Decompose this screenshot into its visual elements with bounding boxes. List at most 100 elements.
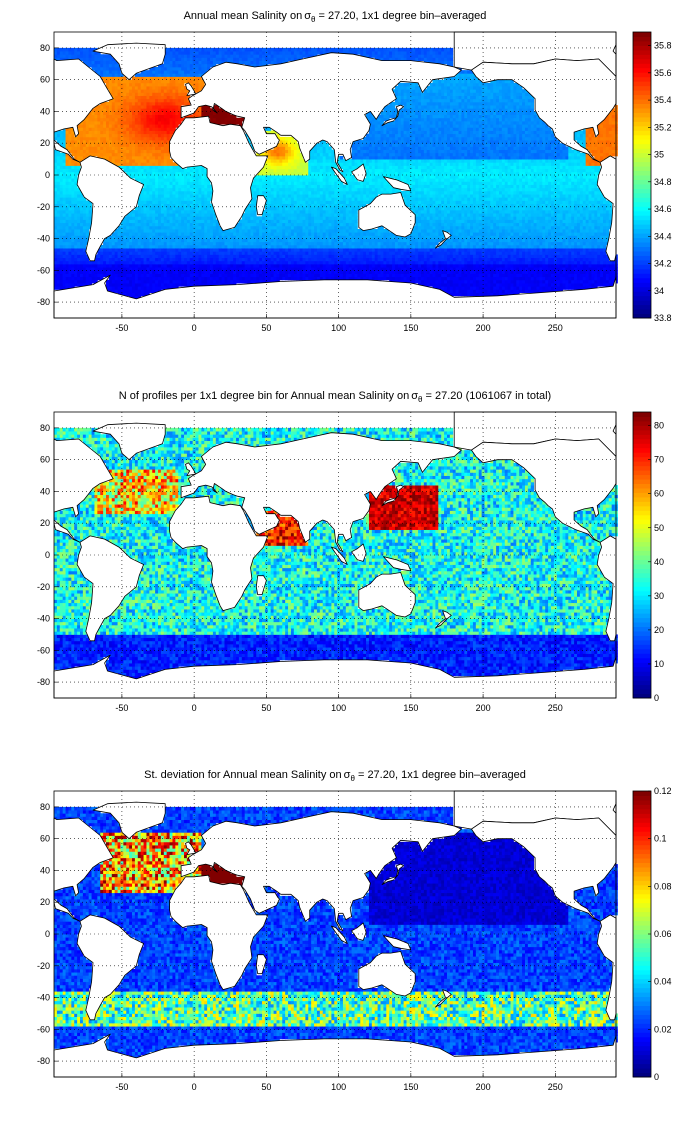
heatmap-cell [126,101,130,106]
heatmap-cell [311,276,315,281]
heatmap-cell [106,257,110,262]
heatmap-cell [158,98,162,103]
heatmap-cell [288,54,292,58]
heatmap-cell [172,66,176,71]
heatmap-cell [236,57,240,61]
heatmap-cell [106,54,110,58]
heatmap-cell [152,190,156,195]
heatmap-cell [152,260,156,265]
heatmap-cell [273,168,277,173]
heatmap-cell [56,222,61,227]
heatmap-cell [314,232,318,236]
heatmap-cell [106,254,110,259]
heatmap-cell [158,108,162,112]
heatmap-cell [160,219,165,224]
heatmap-cell [155,235,159,239]
heatmap-cell [103,254,107,259]
heatmap-cell [117,133,121,138]
heatmap-cell [134,279,139,284]
heatmap-cell [207,232,211,236]
heatmap-cell [65,178,69,182]
heatmap-cell [296,209,300,214]
heatmap-cell [166,130,170,135]
heatmap-cell [273,263,277,268]
heatmap-cell [80,120,84,125]
heatmap-cell [158,95,162,100]
heatmap-cell [331,184,335,189]
heatmap-cell [140,120,144,125]
heatmap-cell [137,130,142,135]
heatmap-cell [160,238,165,243]
heatmap-cell [59,143,64,147]
heatmap-cell [169,178,173,182]
heatmap-cell [290,219,295,224]
heatmap-cell [215,232,220,236]
heatmap-cell [201,175,205,179]
heatmap-cell [181,216,185,220]
heatmap-cell [88,133,92,138]
heatmap-cell [273,270,277,274]
heatmap-cell [247,51,251,55]
heatmap-cell [114,63,118,68]
heatmap-cell [276,222,280,227]
heatmap-cell [117,89,121,93]
heatmap-cell [68,260,72,265]
heatmap-cell [311,216,315,220]
heatmap-cell [319,143,324,147]
heatmap-cell [325,216,329,220]
heatmap-cell [233,117,237,122]
heatmap-cell [314,225,318,230]
heatmap-cell [137,248,142,252]
heatmap-cell [169,117,173,122]
heatmap-cell [65,238,69,243]
heatmap-cell [256,273,260,278]
heatmap-cell [114,105,118,109]
heatmap-cell [77,229,81,233]
heatmap-cell [82,263,87,268]
heatmap-cell [56,286,61,290]
heatmap-cell [68,146,72,150]
heatmap-cell [296,267,300,271]
heatmap-cell [282,213,286,217]
heatmap-cell [250,270,254,274]
heatmap-cell [152,159,156,163]
heatmap-cell [334,175,338,179]
heatmap-cell [296,235,300,239]
heatmap-cell [319,244,324,249]
heatmap-cell [282,248,286,252]
heatmap-cell [149,190,153,195]
heatmap-cell [181,86,185,90]
heatmap-cell [137,263,142,268]
heatmap-cell [175,47,179,52]
heatmap-cell [325,200,329,204]
heatmap-cell [285,187,289,192]
heatmap-cell [351,209,355,214]
heatmap-cell [337,273,341,278]
heatmap-cell [158,194,162,198]
heatmap-cell [178,229,182,233]
heatmap-cell [169,184,173,189]
heatmap-cell [62,190,66,195]
heatmap-cell [319,175,324,179]
heatmap-cell [129,114,133,119]
heatmap-cell [134,254,139,259]
heatmap-cell [163,162,168,166]
heatmap-cell [337,194,341,198]
heatmap-cell [117,66,121,71]
heatmap-cell [77,213,81,217]
heatmap-cell [299,263,303,268]
heatmap-cell [82,120,87,125]
heatmap-cell [337,197,341,201]
heatmap-cell [288,254,292,259]
heatmap-cell [244,276,248,281]
heatmap-cell [293,184,298,189]
heatmap-cell [158,66,162,71]
heatmap-cell [65,133,69,138]
heatmap-cell [175,222,179,227]
heatmap-cell [198,270,202,274]
heatmap-cell [181,251,185,255]
heatmap-cell [256,51,260,55]
heatmap-cell [288,235,292,239]
heatmap-cell [117,79,121,84]
heatmap-cell [88,146,92,150]
